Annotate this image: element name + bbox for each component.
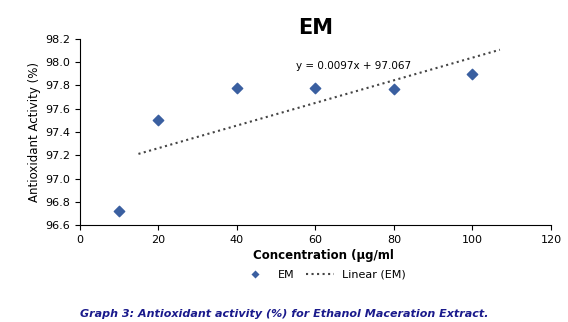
Text: y = 0.0097x + 97.067: y = 0.0097x + 97.067 — [295, 61, 411, 71]
Y-axis label: Antioxidant Activity (%): Antioxidant Activity (%) — [28, 62, 41, 202]
Point — [311, 85, 320, 90]
Point — [468, 71, 477, 76]
Point — [114, 209, 123, 214]
Text: Concentration (μg/ml: Concentration (μg/ml — [253, 250, 394, 262]
Point — [389, 86, 398, 91]
Point — [153, 118, 162, 123]
Text: Graph 3: Antioxidant activity (%) for Ethanol Maceration Extract.: Graph 3: Antioxidant activity (%) for Et… — [80, 309, 488, 319]
Title: EM: EM — [298, 18, 333, 38]
Legend: EM, Linear (EM): EM, Linear (EM) — [237, 265, 411, 284]
Point — [232, 85, 241, 90]
